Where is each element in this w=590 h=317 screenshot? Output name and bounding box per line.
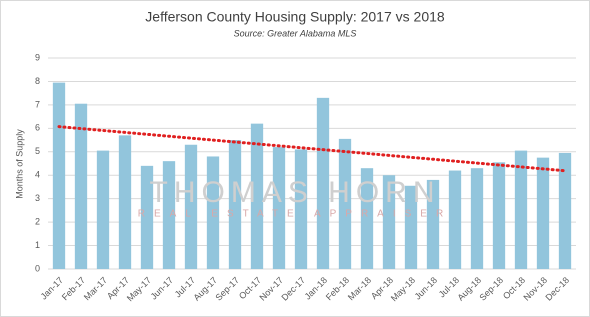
bar	[448, 170, 462, 269]
y-tick-label: 8	[35, 76, 40, 86]
watermark: THOMAS HORN	[150, 176, 441, 209]
bar	[426, 179, 440, 269]
bar	[228, 140, 242, 269]
y-tick-label: 4	[35, 170, 40, 180]
y-tick-label: 7	[35, 99, 40, 109]
bar	[140, 165, 154, 269]
y-tick-label: 2	[35, 216, 40, 226]
y-tick-label: 3	[35, 193, 40, 203]
bar	[470, 168, 484, 269]
bar	[360, 168, 374, 269]
y-tick-label: 5	[35, 146, 40, 156]
y-tick-label: 6	[35, 123, 40, 133]
y-axis-label: Months of Supply	[14, 129, 24, 199]
bar	[492, 162, 506, 269]
bar	[250, 123, 264, 270]
trendline	[57, 125, 567, 173]
bar	[206, 156, 220, 269]
y-tick-label: 9	[35, 52, 40, 62]
bar	[118, 135, 132, 269]
bar	[52, 82, 66, 269]
chart-subtitle: Source: Greater Alabama MLS	[234, 28, 357, 38]
bar	[184, 144, 198, 269]
y-tick-label: 0	[35, 263, 40, 273]
bar	[536, 157, 550, 269]
chart-title: Jefferson County Housing Supply: 2017 vs…	[145, 9, 445, 25]
bar	[96, 150, 110, 269]
bar	[338, 138, 352, 269]
bar	[558, 152, 572, 269]
bar	[272, 147, 286, 269]
bar	[294, 149, 308, 269]
y-tick-label: 1	[35, 240, 40, 250]
bar	[404, 185, 418, 269]
watermark-sub: REAL ESTATE APPRAISER	[138, 209, 452, 220]
bar	[382, 175, 396, 269]
bar	[316, 97, 330, 269]
bar	[74, 103, 88, 269]
bar	[514, 150, 528, 269]
bar	[162, 161, 176, 269]
